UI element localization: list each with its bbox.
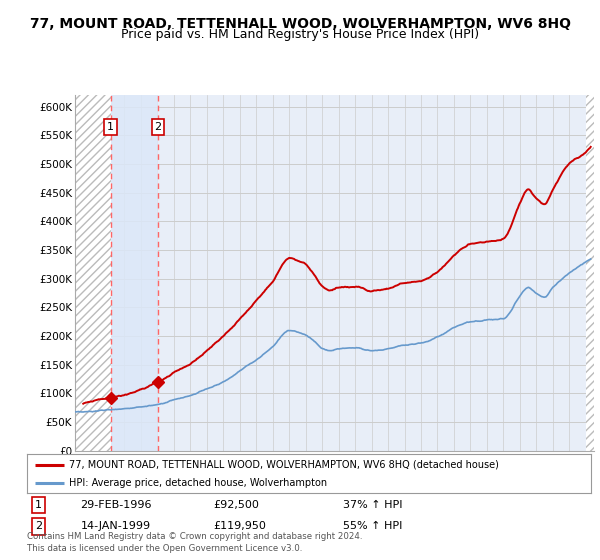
- Text: 14-JAN-1999: 14-JAN-1999: [80, 521, 151, 531]
- Text: 1: 1: [35, 500, 42, 510]
- Text: 2: 2: [154, 122, 161, 132]
- Text: £92,500: £92,500: [213, 500, 259, 510]
- Text: 29-FEB-1996: 29-FEB-1996: [80, 500, 152, 510]
- Text: 2: 2: [35, 521, 42, 531]
- Bar: [586, 95, 594, 451]
- Text: 1: 1: [107, 122, 114, 132]
- Text: 55% ↑ HPI: 55% ↑ HPI: [343, 521, 402, 531]
- Text: £119,950: £119,950: [213, 521, 266, 531]
- Text: 77, MOUNT ROAD, TETTENHALL WOOD, WOLVERHAMPTON, WV6 8HQ: 77, MOUNT ROAD, TETTENHALL WOOD, WOLVERH…: [29, 17, 571, 31]
- Bar: [110, 95, 158, 451]
- Text: Contains HM Land Registry data © Crown copyright and database right 2024.
This d: Contains HM Land Registry data © Crown c…: [27, 533, 362, 553]
- Text: Price paid vs. HM Land Registry's House Price Index (HPI): Price paid vs. HM Land Registry's House …: [121, 28, 479, 41]
- Bar: [75, 95, 110, 451]
- Text: HPI: Average price, detached house, Wolverhampton: HPI: Average price, detached house, Wolv…: [70, 478, 328, 488]
- Text: 37% ↑ HPI: 37% ↑ HPI: [343, 500, 403, 510]
- Text: 77, MOUNT ROAD, TETTENHALL WOOD, WOLVERHAMPTON, WV6 8HQ (detached house): 77, MOUNT ROAD, TETTENHALL WOOD, WOLVERH…: [70, 460, 499, 470]
